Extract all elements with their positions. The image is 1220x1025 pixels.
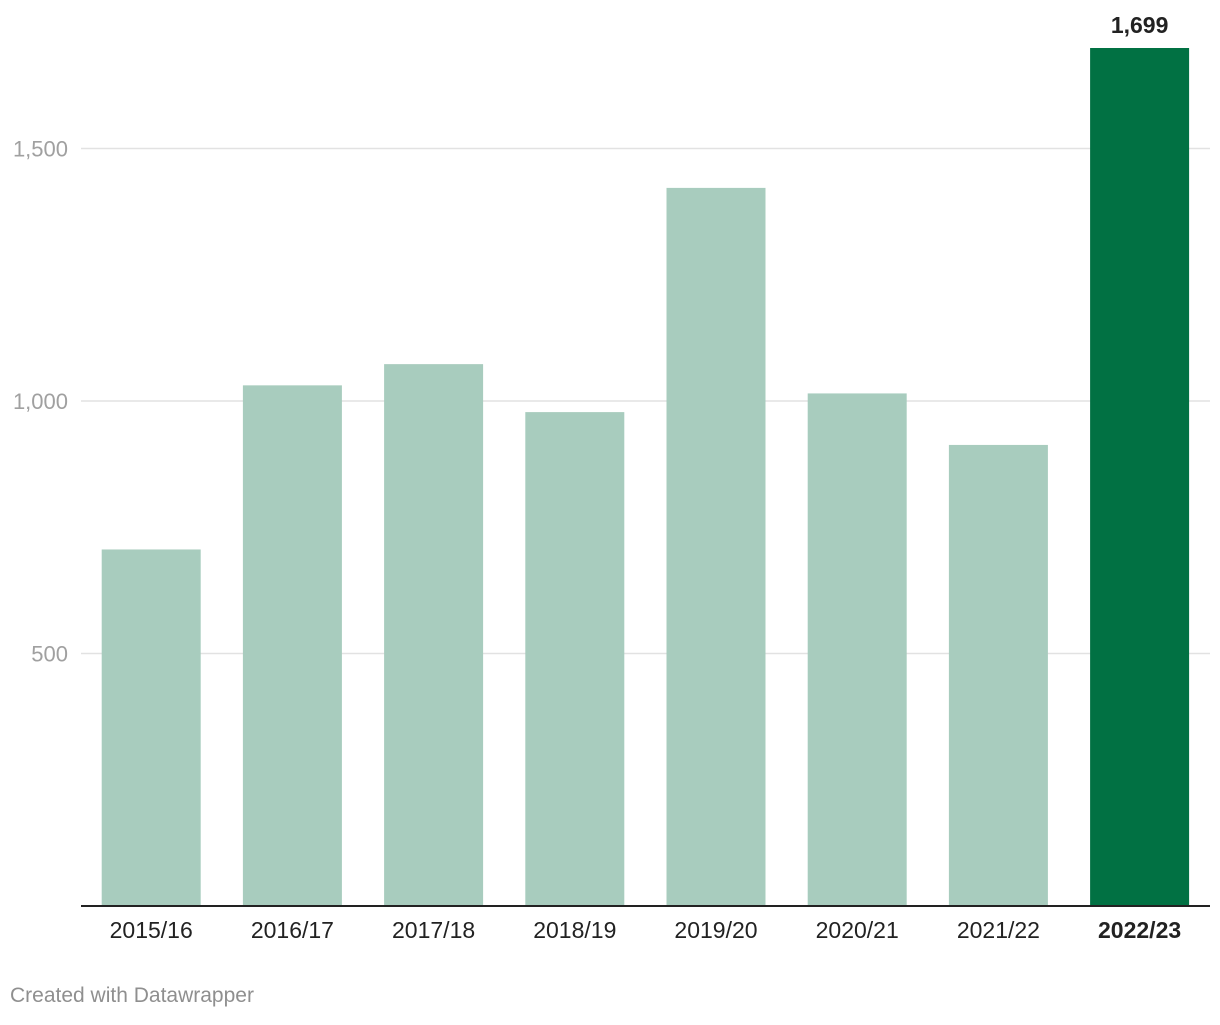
bar (242, 385, 342, 906)
y-tick-label: 1,000 (13, 389, 68, 414)
bar (948, 444, 1048, 906)
datawrapper-credit: Created with Datawrapper (10, 984, 254, 1007)
bar (525, 412, 625, 906)
x-tick-label: 2015/16 (110, 917, 193, 943)
x-tick-label: 2016/17 (251, 917, 334, 943)
bar (384, 364, 484, 906)
x-tick-label: 2022/23 (1098, 917, 1181, 943)
x-tick-label: 2021/22 (957, 917, 1040, 943)
bar (666, 187, 766, 907)
x-tick-label: 2018/19 (533, 917, 616, 943)
x-tick-label: 2019/20 (674, 917, 757, 943)
x-tick-label: 2017/18 (392, 917, 475, 943)
bar (807, 393, 907, 907)
bars (101, 48, 1190, 907)
bar (101, 549, 201, 906)
y-tick-label: 1,500 (13, 136, 68, 161)
y-tick-label: 500 (31, 641, 68, 666)
bar-highlighted (1090, 48, 1190, 906)
value-labels: 1,699 (1111, 12, 1169, 38)
x-tick-label: 2020/21 (816, 917, 899, 943)
x-tick-labels: 2015/16 2016/17 2017/18 2018/19 2019/20 2020/… (110, 917, 1182, 943)
bar-value-label: 1,699 (1111, 12, 1169, 38)
y-tick-labels: 500 1,000 1,500 (13, 136, 68, 666)
